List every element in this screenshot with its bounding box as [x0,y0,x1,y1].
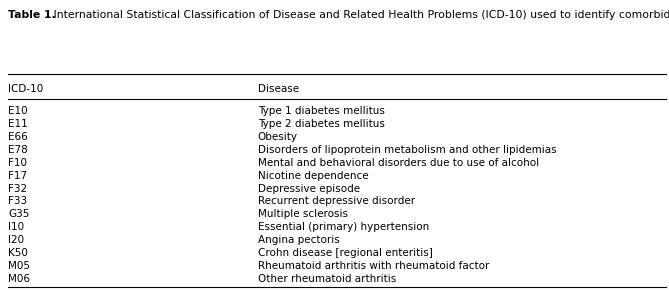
Text: International Statistical Classification of Disease and Related Health Problems : International Statistical Classification… [50,10,669,20]
Text: Type 1 diabetes mellitus: Type 1 diabetes mellitus [258,106,385,116]
Text: M06: M06 [8,274,30,284]
Text: ICD-10: ICD-10 [8,84,43,94]
Text: Multiple sclerosis: Multiple sclerosis [258,209,348,219]
Text: Table 1.: Table 1. [8,10,56,20]
Text: Type 2 diabetes mellitus: Type 2 diabetes mellitus [258,119,385,129]
Text: Disease: Disease [258,84,298,94]
Text: F10: F10 [8,158,27,168]
Text: E78: E78 [8,145,28,155]
Text: Depressive episode: Depressive episode [258,184,360,194]
Text: I20: I20 [8,235,24,245]
Text: I10: I10 [8,222,24,232]
Text: Disorders of lipoprotein metabolism and other lipidemias: Disorders of lipoprotein metabolism and … [258,145,556,155]
Text: K50: K50 [8,248,28,258]
Text: F33: F33 [8,196,27,206]
Text: Crohn disease [regional enteritis]: Crohn disease [regional enteritis] [258,248,432,258]
Text: Recurrent depressive disorder: Recurrent depressive disorder [258,196,415,206]
Text: M05: M05 [8,261,30,271]
Text: Angina pectoris: Angina pectoris [258,235,339,245]
Text: Essential (primary) hypertension: Essential (primary) hypertension [258,222,429,232]
Text: E10: E10 [8,106,27,116]
Text: E11: E11 [8,119,28,129]
Text: G35: G35 [8,209,29,219]
Text: Mental and behavioral disorders due to use of alcohol: Mental and behavioral disorders due to u… [258,158,539,168]
Text: F32: F32 [8,184,27,194]
Text: Other rheumatoid arthritis: Other rheumatoid arthritis [258,274,396,284]
Text: Obesity: Obesity [258,132,298,142]
Text: Nicotine dependence: Nicotine dependence [258,171,368,181]
Text: Rheumatoid arthritis with rheumatoid factor: Rheumatoid arthritis with rheumatoid fac… [258,261,489,271]
Text: E66: E66 [8,132,28,142]
Text: F17: F17 [8,171,27,181]
